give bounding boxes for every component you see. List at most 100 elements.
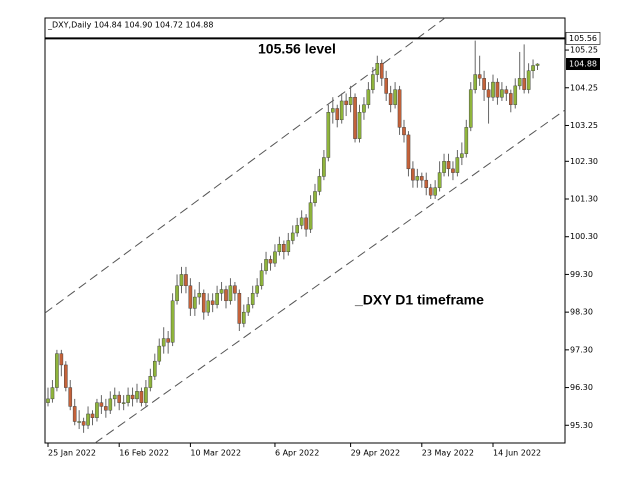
candle-body <box>348 96 353 105</box>
candle-body <box>68 387 73 407</box>
x-tick-label: 16 Feb 2022 <box>119 449 169 458</box>
candle-body <box>206 300 211 313</box>
candle-body <box>406 134 411 170</box>
candle-body <box>468 89 473 128</box>
candle-body <box>135 391 139 400</box>
candle-body <box>326 112 331 158</box>
candle-body <box>415 176 420 181</box>
candle-body <box>63 364 68 388</box>
candle-body <box>420 176 424 181</box>
candle-body <box>166 338 170 343</box>
candle-body <box>233 285 237 294</box>
annotation: _DXY D1 timeframe <box>354 292 484 308</box>
candle-body <box>535 63 540 66</box>
candle-body <box>86 413 90 426</box>
candle-body <box>464 127 469 154</box>
candle-body <box>210 300 215 305</box>
candle-body <box>362 104 366 113</box>
candle-body <box>313 191 317 203</box>
candle-body <box>531 65 535 71</box>
candle-body <box>90 413 95 418</box>
candle-body <box>397 89 402 128</box>
candle-body <box>437 172 442 188</box>
candle-body <box>152 360 157 377</box>
candle-body <box>317 176 322 192</box>
candle-body <box>81 421 86 426</box>
x-tick-label: 14 Jun 2022 <box>493 449 541 458</box>
x-tick-label: 23 May 2022 <box>422 449 474 458</box>
candle-body <box>451 168 455 173</box>
candle-body <box>308 202 313 230</box>
header: _DXY,Daily 104.84 104.90 104.72 104.88 <box>47 21 213 30</box>
candle-body <box>353 96 357 139</box>
last-price-box <box>566 58 600 71</box>
candle-body <box>491 81 495 98</box>
candle-body <box>193 296 197 309</box>
candle-body <box>184 274 188 286</box>
candle-body <box>170 300 175 343</box>
candle-body <box>344 100 348 105</box>
candle-body <box>148 376 153 388</box>
candle-body <box>375 63 380 75</box>
candle-body <box>526 70 531 90</box>
candle-body <box>282 244 286 253</box>
candle-body <box>411 168 415 181</box>
candle-body <box>335 108 340 121</box>
x-tick-label: 10 Mar 2022 <box>190 449 241 458</box>
candle-body <box>219 289 224 294</box>
candle-body <box>517 78 522 87</box>
candle-body <box>55 353 59 388</box>
candle-body <box>460 153 464 158</box>
candle-body <box>268 259 273 264</box>
candle-body <box>322 157 326 177</box>
candle-body <box>144 387 148 403</box>
candle-body <box>241 311 246 324</box>
candle-body <box>273 251 277 264</box>
candle-body <box>72 406 77 422</box>
candle-body <box>59 353 64 366</box>
candle-body <box>295 225 300 234</box>
candle-body <box>250 293 255 305</box>
candle-body <box>179 274 184 286</box>
candle-body <box>126 394 130 403</box>
y-tick-label: 97.30 <box>570 345 593 354</box>
y-tick-label: 102.30 <box>570 157 598 166</box>
candle-body <box>121 402 126 404</box>
candle-body <box>402 127 406 136</box>
level-price-label: 105.56 <box>569 34 597 43</box>
plot-frame <box>44 17 566 444</box>
candle-body <box>473 74 478 90</box>
y-tick-label: 103.25 <box>570 121 598 130</box>
candle-body <box>286 240 291 253</box>
candle-body <box>424 179 429 188</box>
lower-channel-line <box>94 109 566 444</box>
candle-body <box>339 100 344 121</box>
candle-body <box>500 89 504 98</box>
candle-body <box>264 259 268 271</box>
candle-body <box>246 304 251 313</box>
candle-body <box>379 63 384 79</box>
candle-body <box>215 293 219 305</box>
candle-body <box>331 108 335 113</box>
y-tick-label: 104.25 <box>570 83 598 92</box>
candle-body <box>504 89 509 94</box>
candle-body <box>237 293 242 324</box>
candle-body <box>477 74 482 79</box>
candle-body <box>371 74 375 90</box>
y-tick-label: 96.30 <box>570 383 593 392</box>
candle-body <box>433 187 437 196</box>
candle-body <box>117 394 121 403</box>
candle-body <box>46 398 50 403</box>
y-tick-label: 95.30 <box>570 421 593 430</box>
candle-body <box>384 78 389 94</box>
candle-body <box>139 391 144 403</box>
candle-body <box>259 270 264 286</box>
candle-body <box>509 93 513 105</box>
candle-body <box>255 285 259 294</box>
candle-body <box>290 232 295 241</box>
candle-body <box>188 285 193 309</box>
candle-body <box>522 78 526 90</box>
candle-body <box>304 217 308 230</box>
candle-body <box>446 161 451 170</box>
